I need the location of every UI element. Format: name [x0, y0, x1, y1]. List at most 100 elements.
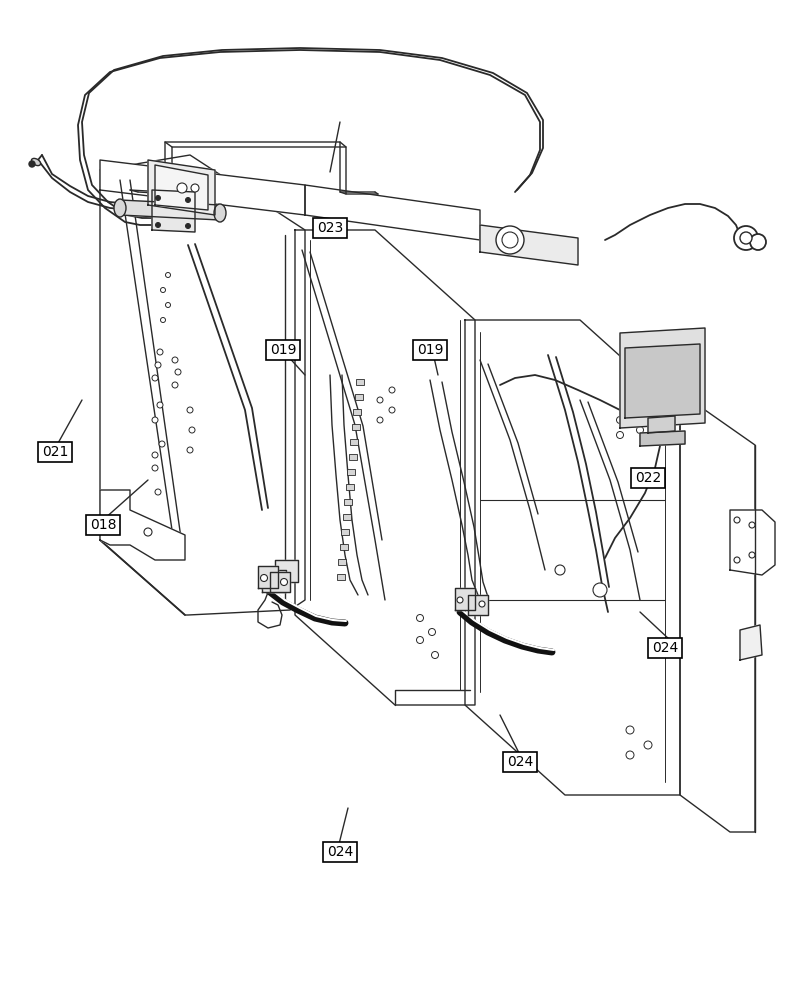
Polygon shape	[262, 570, 285, 592]
Ellipse shape	[214, 204, 225, 222]
Bar	[349, 454, 357, 460]
Text: 019: 019	[269, 343, 296, 357]
Circle shape	[172, 357, 178, 363]
Circle shape	[157, 402, 163, 408]
Circle shape	[616, 416, 623, 424]
Circle shape	[376, 397, 383, 403]
Text: 023: 023	[316, 221, 343, 235]
Bar	[338, 559, 346, 565]
Polygon shape	[739, 625, 761, 660]
Circle shape	[152, 465, 158, 471]
Circle shape	[155, 489, 161, 495]
Bar	[356, 379, 364, 385]
Text: 022: 022	[634, 471, 660, 485]
Circle shape	[748, 522, 754, 528]
Circle shape	[431, 652, 438, 658]
Ellipse shape	[114, 199, 126, 217]
Text: 019: 019	[416, 343, 443, 357]
Text: 024: 024	[506, 755, 533, 769]
Bar	[337, 574, 345, 580]
Circle shape	[416, 636, 423, 644]
Circle shape	[625, 751, 633, 759]
Circle shape	[187, 447, 193, 453]
Circle shape	[185, 224, 191, 229]
Circle shape	[376, 417, 383, 423]
Polygon shape	[454, 588, 474, 610]
Bar	[350, 439, 358, 445]
Circle shape	[388, 387, 394, 393]
Circle shape	[161, 318, 165, 322]
Circle shape	[625, 726, 633, 734]
Polygon shape	[647, 416, 674, 433]
Text: 024: 024	[327, 845, 353, 859]
Circle shape	[189, 427, 195, 433]
Polygon shape	[305, 185, 479, 240]
Circle shape	[156, 196, 161, 201]
Circle shape	[749, 234, 765, 250]
Bar	[354, 394, 363, 400]
Circle shape	[733, 557, 739, 563]
Circle shape	[111, 516, 119, 524]
Circle shape	[636, 426, 642, 434]
Circle shape	[478, 601, 484, 607]
Circle shape	[739, 232, 751, 244]
Circle shape	[177, 183, 187, 193]
Circle shape	[152, 417, 158, 423]
Ellipse shape	[32, 158, 41, 166]
Circle shape	[616, 432, 623, 438]
Circle shape	[457, 597, 462, 603]
Bar	[347, 469, 355, 475]
Polygon shape	[100, 160, 305, 215]
Circle shape	[152, 452, 158, 458]
Text: 018: 018	[90, 518, 116, 532]
Circle shape	[156, 223, 161, 228]
Polygon shape	[258, 566, 277, 588]
Circle shape	[175, 369, 181, 375]
Circle shape	[501, 232, 517, 248]
Circle shape	[144, 528, 152, 536]
Circle shape	[416, 614, 423, 621]
Polygon shape	[465, 320, 679, 795]
Text: 024: 024	[651, 641, 677, 655]
Polygon shape	[624, 344, 699, 418]
Circle shape	[388, 407, 394, 413]
Circle shape	[157, 349, 163, 355]
Circle shape	[428, 628, 435, 636]
Circle shape	[191, 184, 199, 192]
Polygon shape	[100, 155, 305, 615]
Circle shape	[280, 578, 287, 585]
Circle shape	[152, 375, 158, 381]
Circle shape	[636, 412, 642, 418]
Polygon shape	[620, 328, 704, 428]
Circle shape	[733, 226, 757, 250]
Circle shape	[187, 407, 193, 413]
Bar	[344, 499, 352, 505]
Polygon shape	[270, 572, 290, 592]
Circle shape	[554, 565, 564, 575]
Circle shape	[159, 441, 165, 447]
Bar	[340, 544, 348, 550]
Polygon shape	[148, 160, 215, 215]
Bar	[342, 514, 350, 520]
Polygon shape	[152, 190, 195, 232]
Circle shape	[155, 362, 161, 368]
Polygon shape	[100, 490, 185, 560]
Circle shape	[496, 226, 523, 254]
Circle shape	[172, 382, 178, 388]
Circle shape	[733, 517, 739, 523]
Text: 021: 021	[41, 445, 68, 459]
Polygon shape	[479, 225, 577, 265]
Circle shape	[260, 574, 267, 582]
Polygon shape	[467, 595, 487, 615]
Bar	[351, 424, 359, 430]
Circle shape	[29, 161, 35, 167]
Polygon shape	[120, 200, 220, 220]
Bar	[353, 409, 361, 415]
Bar	[345, 484, 354, 490]
Circle shape	[165, 302, 170, 308]
Circle shape	[748, 552, 754, 558]
Circle shape	[592, 583, 607, 597]
Circle shape	[643, 741, 651, 749]
Polygon shape	[729, 510, 774, 575]
Polygon shape	[294, 230, 474, 705]
